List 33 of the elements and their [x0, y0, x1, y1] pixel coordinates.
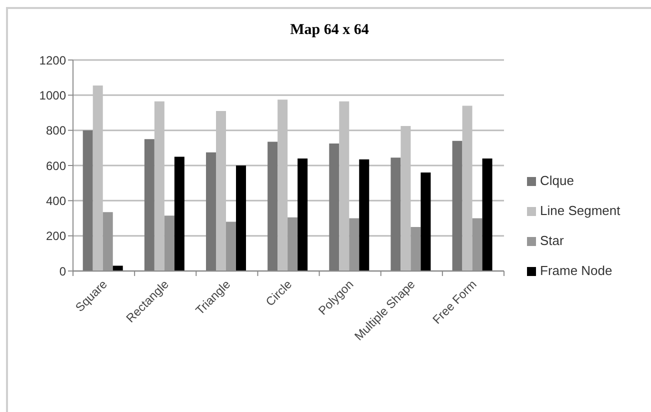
- y-tick-label: 800: [46, 124, 66, 138]
- bar: [482, 158, 492, 271]
- y-tick-label: 1000: [39, 88, 66, 102]
- legend-label: Frame Node: [540, 263, 612, 278]
- bar: [390, 158, 401, 271]
- bar: [144, 139, 154, 271]
- chart-title: Map 64 x 64: [289, 22, 370, 39]
- y-tick-label: 400: [46, 194, 66, 208]
- y-tick-label: 600: [46, 158, 66, 173]
- bar: [472, 218, 482, 271]
- bar: [410, 227, 421, 271]
- bar: [298, 158, 308, 271]
- bar: [102, 212, 113, 271]
- bar: [359, 159, 370, 271]
- bar: [268, 142, 278, 271]
- legend-label: Star: [540, 233, 564, 248]
- legend-label: Line Segment: [540, 203, 620, 218]
- y-tick-label: 0: [59, 264, 66, 278]
- y-tick-label: 200: [46, 229, 66, 244]
- legend-label: Clque: [540, 173, 574, 188]
- bar: [349, 218, 360, 271]
- bar: [329, 144, 340, 271]
- bar: [164, 216, 174, 271]
- bar: [288, 217, 298, 271]
- bar: [226, 222, 236, 271]
- bar: [420, 172, 431, 271]
- bar: [452, 140, 462, 271]
- bar: [112, 266, 123, 271]
- bar: [206, 152, 216, 271]
- y-tick-label: 1200: [39, 53, 66, 68]
- bar: [236, 166, 246, 271]
- bar: [82, 130, 93, 271]
- bar: [174, 156, 184, 271]
